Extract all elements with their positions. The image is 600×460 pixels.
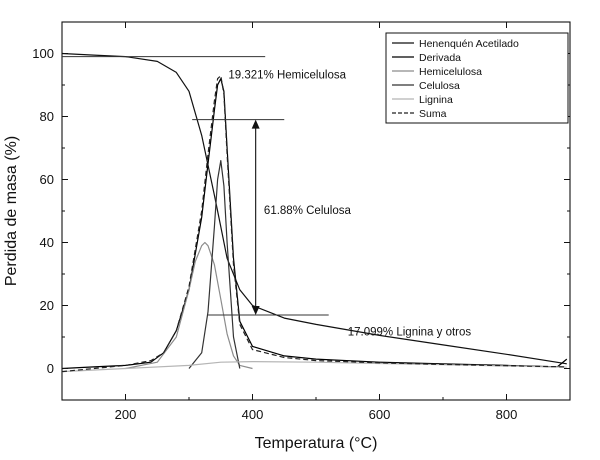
- legend-label: Lignina: [419, 94, 453, 106]
- legend-label: Derivada: [419, 52, 461, 64]
- annotation-label: 19.321% Hemicelulosa: [228, 70, 346, 82]
- annotation-label: 17.099% Lignina y otros: [348, 326, 472, 338]
- annotation-label: 61.88% Celulosa: [264, 205, 352, 217]
- series-line-derivada: [62, 78, 568, 370]
- legend-label: Henenquén Acetilado: [419, 38, 519, 50]
- series-line-hemicelulosa: [125, 241, 253, 370]
- x-tick-label: 800: [496, 407, 518, 422]
- legend-box: [385, 32, 569, 124]
- y-tick-label: 40: [40, 235, 54, 250]
- series-line-suma: [62, 75, 567, 373]
- y-axis-title: Perdida de masa (%): [3, 136, 20, 286]
- y-tick-label: 0: [47, 361, 54, 376]
- x-tick-label: 200: [115, 407, 137, 422]
- legend-label: Celulosa: [419, 80, 460, 92]
- series-line-celulosa: [188, 160, 241, 369]
- x-tick-label: 600: [369, 407, 391, 422]
- x-axis-title: Temperatura (°C): [255, 435, 378, 452]
- arrow-head-down: [251, 305, 260, 315]
- y-tick-label: 20: [40, 298, 54, 313]
- arrow-head-up: [251, 119, 260, 129]
- y-tick-label: 100: [32, 46, 54, 61]
- y-tick-label: 80: [40, 109, 54, 124]
- y-tick-label: 60: [40, 172, 54, 187]
- x-tick-label: 400: [242, 407, 264, 422]
- legend-label: Suma: [419, 108, 447, 120]
- legend-label: Hemicelulosa: [419, 66, 482, 78]
- series-line-henenqu-n-acetilado: [62, 52, 567, 365]
